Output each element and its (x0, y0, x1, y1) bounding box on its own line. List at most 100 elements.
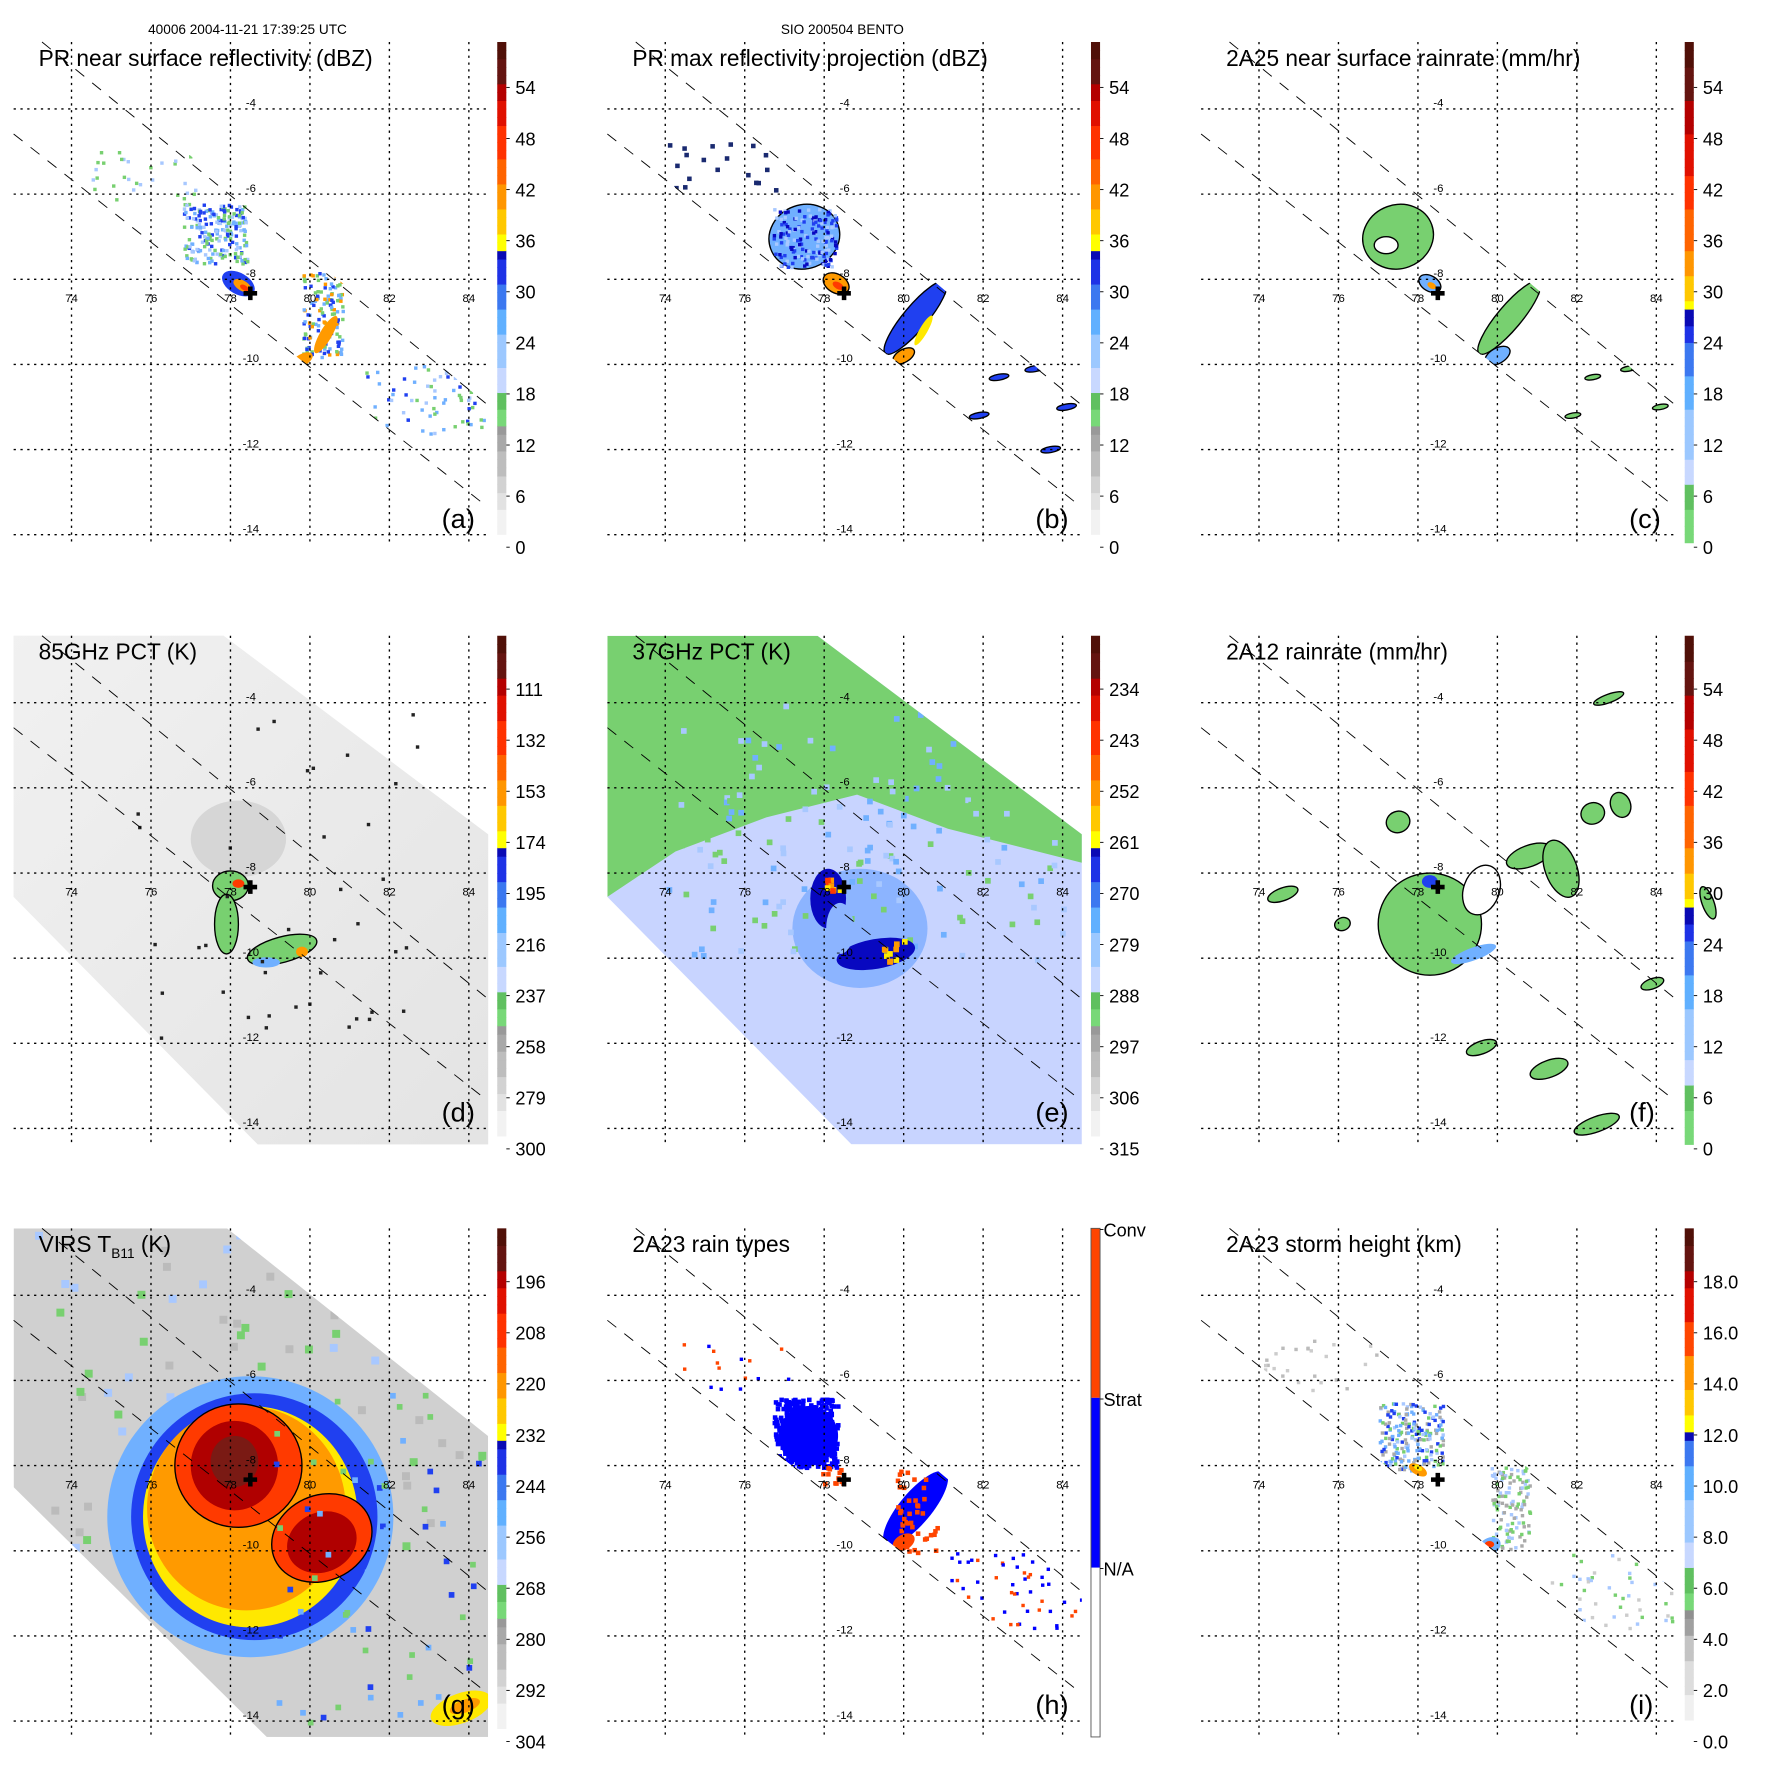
colorbar-segment (497, 1414, 507, 1424)
rain-patch (1333, 916, 1351, 932)
lon-tick-label: 78 (818, 887, 831, 899)
data-pixel (1395, 1456, 1399, 1460)
data-pixel (895, 868, 902, 875)
data-pixel (1402, 1454, 1407, 1458)
lon-tick-label: 84 (1650, 887, 1663, 899)
data-pixel (1009, 1622, 1013, 1627)
data-pixel (435, 1694, 442, 1700)
colorbar-label: 244 (515, 1477, 545, 1497)
data-pixel (225, 224, 229, 228)
colorbar-segment (1684, 788, 1694, 798)
colorbar-segment (1684, 183, 1694, 193)
data-pixel (789, 1459, 795, 1464)
data-pixel (776, 1441, 781, 1446)
rainrate-field (1362, 203, 1669, 420)
data-pixel (922, 1496, 927, 1502)
colorbar-label: 0 (1109, 538, 1119, 558)
cold-pixel (225, 894, 229, 899)
colorbar-segment (1090, 805, 1101, 815)
data-pixel (1497, 1494, 1501, 1499)
data-pixel (422, 365, 427, 369)
data-region (988, 373, 1010, 382)
data-pixel (1509, 1513, 1514, 1517)
lon-tick-label: 76 (738, 887, 751, 899)
colorbar-segment (1090, 728, 1101, 739)
colorbar-segment (1090, 839, 1101, 849)
data-pixel (682, 146, 687, 151)
data-pixel (728, 752, 735, 758)
colorbar-label: 18.0 (1703, 1273, 1738, 1293)
data-pixel (1016, 1622, 1020, 1627)
data-pixel (1281, 1346, 1285, 1350)
data-pixel (1521, 1470, 1526, 1474)
data-pixel (814, 215, 818, 219)
colorbar-segment (1684, 1499, 1694, 1509)
colorbar-segment (1090, 1034, 1101, 1044)
data-pixel (102, 161, 106, 165)
data-pixel (330, 307, 334, 311)
data-pixel (213, 262, 218, 266)
data-pixel (675, 163, 680, 169)
data-pixel (433, 412, 437, 416)
data-pixel (273, 1461, 280, 1468)
lon-tick-label: 80 (897, 1479, 910, 1491)
data-pixel (752, 917, 758, 924)
colorbar-segment (497, 1008, 507, 1018)
data-pixel (679, 842, 685, 849)
colorbar-segment (1090, 1567, 1101, 1737)
colorbar-segment (1684, 1719, 1694, 1730)
data-pixel (330, 298, 334, 303)
data-pixel (323, 297, 327, 301)
colorbar-segment (1684, 1584, 1694, 1594)
data-pixel (312, 303, 316, 308)
colorbar-segment (1684, 334, 1694, 343)
data-pixel (1422, 1459, 1426, 1463)
data-pixel (715, 167, 720, 173)
colorbar-segment (1684, 1363, 1694, 1374)
data-region (1421, 875, 1438, 888)
data-pixel (335, 350, 339, 354)
colorbar-segment (1090, 669, 1101, 679)
swath-edge-lower (13, 133, 489, 508)
data-pixel (873, 777, 879, 783)
data-pixel (277, 1525, 283, 1531)
data-pixel (792, 238, 797, 242)
data-pixel (940, 931, 947, 938)
colorbar-segment (497, 208, 507, 218)
data-pixel (833, 251, 837, 256)
data-pixel (215, 252, 219, 256)
data-pixel (784, 222, 788, 227)
data-pixel (907, 1511, 912, 1517)
data-pixel (365, 1626, 372, 1632)
colorbar-label: 208 (515, 1324, 545, 1344)
colorbar-segment (497, 142, 507, 152)
colorbar-segment (1090, 167, 1101, 177)
lon-tick-label: 78 (818, 1479, 831, 1491)
colorbar-segment (1090, 375, 1101, 385)
data-pixel (1520, 1505, 1524, 1509)
data-pixel (828, 257, 833, 262)
colorbar-segment (1684, 822, 1694, 832)
data-pixel (482, 418, 486, 423)
data-pixel (222, 228, 227, 232)
data-pixel (1392, 1452, 1396, 1456)
data-pixel (1524, 1486, 1528, 1490)
data-pixel (1386, 1424, 1390, 1429)
colorbar-label: 270 (1109, 884, 1139, 904)
data-pixel (801, 1398, 806, 1404)
data-pixel (326, 294, 330, 298)
colorbar-segment (497, 242, 507, 252)
lon-tick-label: 78 (1412, 1479, 1425, 1491)
colorbar-label: 30 (1109, 283, 1129, 303)
data-pixel (300, 1709, 306, 1716)
data-pixel (826, 225, 830, 230)
data-pixel (1627, 1571, 1632, 1576)
colorbar-segment (497, 974, 507, 984)
data-pixel (1422, 1462, 1427, 1466)
data-pixel (915, 1550, 921, 1556)
data-pixel (1521, 1480, 1525, 1485)
colorbar-segment (1684, 864, 1694, 874)
data-pixel (785, 224, 790, 229)
data-pixel (221, 248, 226, 253)
